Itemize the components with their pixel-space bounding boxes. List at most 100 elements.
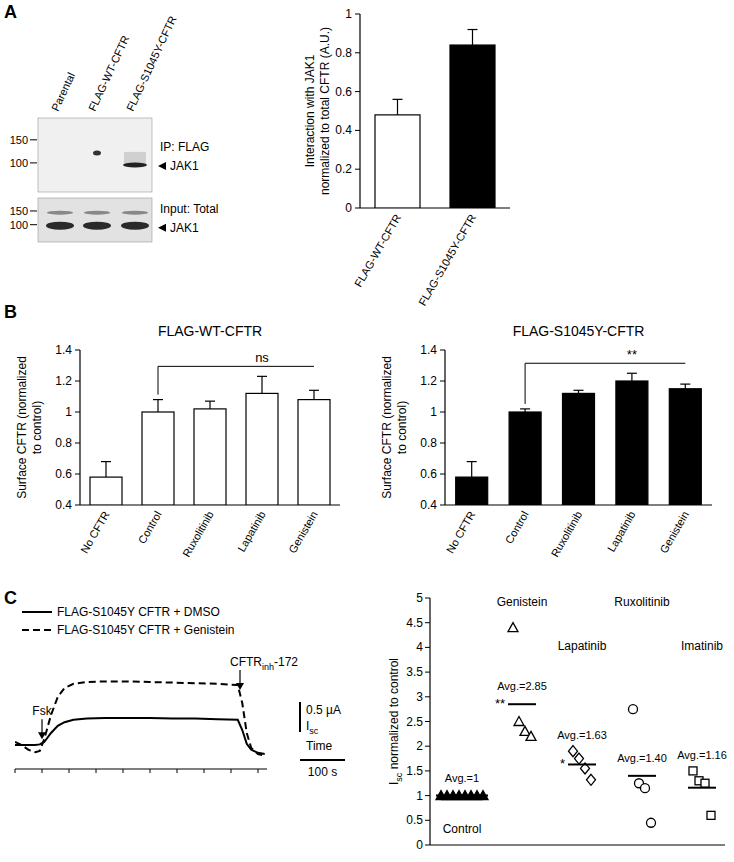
bar bbox=[194, 409, 226, 505]
y-tick-label: 4 bbox=[416, 640, 423, 654]
category-label: Genistein bbox=[657, 509, 691, 555]
x-tick bbox=[150, 769, 151, 773]
category-label: Control bbox=[136, 509, 164, 546]
mean-label: Avg.=1.16 bbox=[677, 749, 727, 761]
subscript-text: inh bbox=[262, 662, 274, 672]
point bbox=[569, 746, 578, 757]
blot-band bbox=[46, 222, 74, 230]
error-bar bbox=[685, 384, 686, 389]
significance-bracket bbox=[525, 363, 685, 404]
x-axis bbox=[430, 844, 725, 845]
y-tick bbox=[355, 208, 360, 209]
y-tick-label: 0.6 bbox=[55, 467, 72, 481]
band-arrow bbox=[158, 224, 166, 232]
bars bbox=[90, 376, 330, 505]
y-tick bbox=[440, 505, 445, 506]
error-cap bbox=[627, 373, 637, 374]
y-tick-label: 1 bbox=[345, 7, 352, 21]
y-tick-label: 1.5 bbox=[406, 764, 423, 778]
error-cap bbox=[101, 461, 111, 462]
mean-line bbox=[688, 787, 716, 789]
group-label: Control bbox=[443, 822, 482, 836]
mean-label: Avg.=1 bbox=[445, 772, 479, 784]
error-cap bbox=[309, 390, 319, 391]
panel-label: C bbox=[4, 588, 17, 608]
y-tick-label: 1.2 bbox=[55, 374, 72, 388]
group-label: Lapatinib bbox=[558, 639, 607, 653]
error-bar bbox=[105, 462, 106, 478]
error-cap bbox=[205, 401, 215, 402]
trace-line bbox=[15, 681, 265, 755]
y-tick-label: 0 bbox=[416, 838, 423, 852]
annotation-arrowhead bbox=[38, 732, 46, 739]
panel-label: B bbox=[4, 302, 17, 322]
western-blot: ParentalFLAG-WT-CFTRFLAG-S1045Y-CFTR1501… bbox=[10, 14, 219, 242]
category-label: FLAG-WT-CFTR bbox=[352, 212, 403, 289]
bars bbox=[456, 373, 702, 505]
error-cap bbox=[468, 29, 478, 30]
y-tick-label: 3 bbox=[416, 690, 423, 704]
y-tick bbox=[75, 474, 80, 475]
significance-label: * bbox=[560, 756, 565, 771]
mw-marker-label: 100 bbox=[10, 157, 28, 169]
trace-line bbox=[15, 718, 265, 754]
blot-label: Input: Total bbox=[160, 202, 219, 216]
scatter-chart: 00.511.522.533.544.55Isc normalized to c… bbox=[387, 591, 727, 852]
error-bar bbox=[397, 99, 398, 115]
error-bar bbox=[631, 373, 632, 381]
mw-marker-tick bbox=[30, 162, 37, 163]
legend-swatch bbox=[22, 629, 52, 631]
blot-band bbox=[93, 150, 101, 155]
y-tick-label: 1 bbox=[416, 789, 423, 803]
bars bbox=[375, 30, 495, 208]
y-tick bbox=[440, 443, 445, 444]
y-axis-label: to control) bbox=[30, 401, 44, 454]
point bbox=[526, 731, 536, 740]
y-axis-label: Isc normalized to control bbox=[387, 658, 404, 785]
scale-bar-name: Isc bbox=[306, 719, 319, 736]
mean-label: Avg.=1.40 bbox=[617, 752, 667, 764]
y-tick bbox=[355, 130, 360, 131]
point bbox=[647, 818, 656, 827]
mw-marker-label: 100 bbox=[10, 219, 28, 231]
bar-chart: 00.20.40.60.81FLAG-WT-CFTRFLAG-S1045Y-CF… bbox=[303, 7, 510, 308]
legend-label: FLAG-S1045Y CFTR + Genistein bbox=[57, 623, 235, 637]
x-tick bbox=[204, 769, 205, 773]
blot-band bbox=[83, 222, 111, 230]
category-label: Ruxolitinib bbox=[180, 509, 216, 559]
point bbox=[701, 779, 709, 787]
mean-label: Avg.=1.63 bbox=[557, 729, 607, 741]
lane-label: FLAG-S1045Y-CFTR bbox=[124, 14, 179, 113]
trace-chart: FLAG-S1045Y CFTR + DMSOFLAG-S1045Y CFTR … bbox=[15, 605, 345, 779]
scale-bar-vertical bbox=[299, 702, 301, 732]
background bbox=[0, 0, 734, 862]
y-tick-label: 0.5 bbox=[406, 813, 423, 827]
error-bar bbox=[313, 390, 314, 399]
bar bbox=[246, 393, 278, 505]
y-axis bbox=[79, 350, 80, 505]
y-tick-label: 1 bbox=[65, 405, 72, 419]
lane-label: Parental bbox=[49, 71, 77, 113]
error-cap bbox=[520, 408, 530, 409]
error-cap bbox=[680, 384, 690, 385]
y-tick-label: 0.6 bbox=[420, 467, 437, 481]
annotation-arrow bbox=[239, 670, 240, 684]
y-axis-label: normalized to total CFTR (A.U.) bbox=[318, 27, 332, 195]
chart-title: FLAG-WT-CFTR bbox=[158, 323, 262, 339]
blot-smear bbox=[124, 152, 146, 164]
group-label: Imatinib bbox=[681, 639, 723, 653]
y-tick bbox=[425, 721, 430, 722]
bar bbox=[669, 389, 701, 505]
point bbox=[508, 623, 518, 632]
bar-chart: 0.40.60.811.21.4No CFTRControlRuxolitini… bbox=[380, 323, 712, 559]
y-tick bbox=[75, 505, 80, 506]
blot-band bbox=[122, 211, 148, 215]
y-tick-label: 1.4 bbox=[55, 343, 72, 357]
blot-band bbox=[121, 222, 149, 230]
category-label: Ruxolitinib bbox=[548, 509, 584, 559]
bar bbox=[298, 400, 330, 505]
y-tick-label: 0.4 bbox=[420, 498, 437, 512]
point bbox=[707, 811, 715, 819]
scale-bar-label: 0.5 µA bbox=[306, 703, 341, 717]
y-tick bbox=[440, 474, 445, 475]
